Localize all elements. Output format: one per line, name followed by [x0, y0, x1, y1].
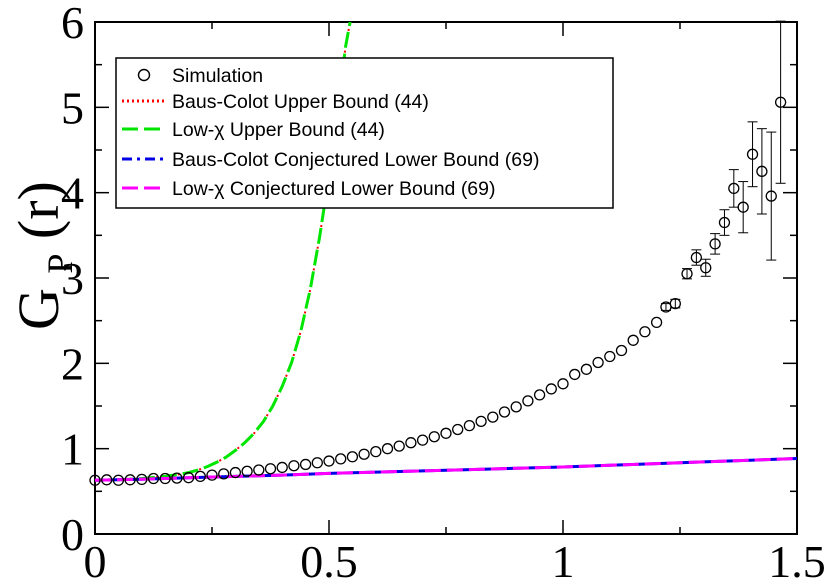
- simulation-point: [112, 474, 125, 486]
- simulation-point: [323, 455, 335, 467]
- simulation-point: [498, 406, 511, 418]
- y-tick-label: 5: [61, 82, 84, 133]
- simulation-point: [522, 395, 534, 407]
- simulation-point: [533, 389, 546, 401]
- legend-label-baus-colot-upper: Baus-Colot Upper Bound (44): [172, 91, 429, 113]
- simulation-point: [452, 423, 464, 436]
- legend-label-baus-colot-lower: Baus-Colot Conjectured Lower Bound (69): [172, 149, 539, 171]
- simulation-point: [774, 96, 787, 108]
- simulation-point: [299, 458, 312, 471]
- legend-label-low-chi-upper: Low-χ Upper Bound (44): [172, 119, 385, 141]
- y-tick-label: 6: [61, 0, 84, 48]
- simulation-point: [218, 468, 230, 480]
- simulation-point: [335, 453, 347, 465]
- legend-label-low-chi-lower: Low-χ Conjectured Lower Bound (69): [172, 178, 496, 200]
- simulation-point: [136, 473, 148, 486]
- simulation-point: [206, 469, 218, 481]
- simulation-point: [709, 238, 721, 250]
- svg-text:G P (r): G P (r): [6, 181, 85, 330]
- simulation-point: [475, 415, 487, 428]
- simulation-point: [264, 463, 277, 475]
- x-tick-label: 0: [84, 536, 107, 580]
- simulation-point: [393, 440, 405, 452]
- y-axis-label: G P (r): [6, 181, 85, 330]
- simulation-point: [728, 182, 740, 195]
- simulation-point: [487, 411, 499, 423]
- legend-marker-simulation: [137, 68, 151, 82]
- legend-label-simulation: Simulation: [172, 65, 263, 87]
- simulation-point: [765, 190, 777, 202]
- simulation-point: [737, 201, 749, 213]
- simulation-point: [253, 464, 265, 476]
- curve-low-chi-lower-bound: [95, 456, 797, 482]
- simulation-point: [358, 448, 370, 460]
- simulation-point: [346, 451, 359, 463]
- y-tick-label: 0: [61, 509, 84, 560]
- simulation-point: [370, 446, 382, 458]
- simulation-point: [276, 461, 288, 474]
- simulation-point: [639, 326, 651, 338]
- simulation-point: [746, 148, 759, 160]
- y-tick-label: 4: [61, 168, 84, 219]
- x-tick-label: 1: [552, 536, 575, 580]
- simulation-point: [124, 474, 136, 486]
- simulation-point: [171, 472, 183, 484]
- simulation-point: [288, 460, 300, 472]
- simulation-point: [592, 356, 604, 369]
- simulation-point: [756, 165, 768, 177]
- simulation-point: [440, 427, 452, 439]
- simulation-point: [650, 316, 663, 329]
- simulation-point: [159, 472, 171, 485]
- curve-baus-colot-upper-bound: [95, 22, 352, 482]
- marker-layer: [89, 20, 787, 486]
- simulation-point: [405, 437, 417, 449]
- x-tick-label: 0.5: [300, 536, 358, 580]
- simulation-point: [416, 434, 429, 446]
- x-tick-label: 1.5: [768, 536, 826, 580]
- simulation-point: [545, 383, 557, 395]
- ylabel-sub: P: [40, 254, 80, 274]
- simulation-point: [604, 350, 616, 363]
- simulation-point: [510, 401, 522, 413]
- simulation-point: [194, 470, 206, 483]
- y-tick-label: 3: [61, 253, 84, 304]
- simulation-point: [681, 268, 693, 280]
- simulation-point: [463, 419, 476, 432]
- simulation-point: [557, 378, 569, 390]
- legend-box: [115, 57, 614, 209]
- simulation-point: [580, 363, 593, 375]
- curve-layer: [95, 22, 797, 482]
- simulation-point: [428, 431, 440, 443]
- simulation-point: [147, 472, 160, 485]
- simulation-point: [615, 344, 628, 357]
- y-tick-label: 2: [61, 338, 84, 389]
- simulation-point: [311, 457, 323, 469]
- simulation-point: [569, 368, 581, 381]
- y-tick-label: 1: [61, 424, 84, 475]
- ylabel-main: G: [6, 288, 71, 330]
- simulation-point: [229, 466, 242, 479]
- legend: Simulation Baus-Colot Upper Bound (44) L…: [115, 57, 614, 209]
- simulation-point: [669, 297, 681, 310]
- simulation-point: [241, 465, 253, 477]
- simulation-point: [718, 216, 731, 229]
- simulation-point: [627, 334, 639, 346]
- simulation-point: [381, 443, 394, 455]
- simulation-point: [101, 474, 113, 486]
- simulation-point: [89, 474, 101, 486]
- simulation-point: [700, 262, 712, 274]
- curve-low-chi-upper-bound: [95, 22, 352, 482]
- axes: 0 0.5 1 1.5 0 1 2 3 4 5 6: [61, 0, 826, 580]
- ylabel-suffix: (r): [6, 181, 71, 239]
- simulation-point: [690, 251, 703, 264]
- simulation-point: [182, 472, 195, 484]
